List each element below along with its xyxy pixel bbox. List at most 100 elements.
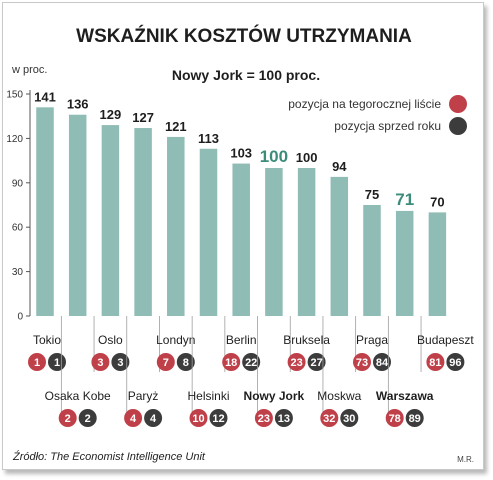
rank-previous-label: 12	[212, 413, 224, 425]
rank-previous-badge	[176, 353, 195, 371]
rank-current-label: 18	[225, 357, 237, 369]
y-tick-label: 0	[17, 312, 23, 323]
rank-previous-badge	[242, 353, 261, 371]
chart-title: WSKAŹNIK KOSZTÓW UTRZYMANIA	[76, 25, 412, 47]
rank-current-label: 7	[163, 357, 169, 369]
value-label: 103	[230, 146, 252, 161]
rank-current-badge	[58, 409, 77, 427]
rank-current-label: 2	[65, 413, 71, 425]
bars: 141 136 129 127 121 113 103 100 100 94 75 71 70	[34, 89, 447, 316]
category-label: Warszawa	[376, 389, 434, 403]
legend-marker-previous	[449, 117, 467, 135]
rank-current-label: 10	[192, 413, 204, 425]
rank-previous-badge	[111, 353, 130, 371]
rank-previous-label: 96	[449, 357, 461, 369]
category-label: Budapeszt	[417, 333, 474, 347]
category-label: Berlin	[226, 333, 257, 347]
category-label: Londyn	[156, 333, 195, 347]
rank-previous-label: 1	[54, 357, 60, 369]
rank-previous-label: 13	[278, 413, 290, 425]
rank-current-badge	[28, 353, 46, 371]
value-label: 127	[132, 110, 154, 125]
value-label: 100	[296, 150, 318, 165]
source-note: Źródło: The Economist Intelligence Unit	[12, 450, 206, 463]
rank-current-badge	[124, 409, 143, 427]
y-axis: 0 30 60 90 120 150	[6, 90, 31, 323]
y-tick-label: 120	[6, 134, 23, 145]
rank-previous-label: 8	[183, 357, 189, 369]
value-label: 75	[365, 187, 379, 202]
category-label: Paryż	[128, 389, 159, 403]
category-label: Bruksela	[283, 333, 330, 347]
value-label: 136	[67, 97, 89, 112]
category-label: Helsinki	[187, 389, 229, 403]
rank-current-label: 32	[323, 413, 335, 425]
rank-current-label: 4	[130, 413, 137, 425]
category-label: Moskwa	[317, 389, 361, 403]
bar	[363, 205, 381, 316]
value-label: 70	[430, 194, 444, 209]
bar	[330, 176, 349, 316]
category-label: Oslo	[98, 333, 123, 347]
rank-current-label: 81	[429, 357, 441, 369]
bar	[232, 163, 250, 316]
rank-current-badge	[189, 409, 208, 427]
y-tick-label: 30	[12, 267, 24, 278]
bar	[297, 168, 316, 316]
rank-previous-label: 89	[409, 413, 421, 425]
rank-current-label: 73	[356, 357, 368, 369]
value-label: 71	[395, 190, 414, 209]
chart-subtitle: Nowy Jork = 100 proc.	[172, 67, 320, 83]
rank-previous-label: 2	[85, 413, 91, 425]
rank-current-badge	[426, 353, 445, 371]
legend-label-previous: pozycja sprzed roku	[334, 119, 441, 133]
rank-current-label: 1	[34, 357, 40, 369]
rank-previous-label: 3	[117, 357, 123, 369]
bar	[265, 168, 283, 316]
legend-label-current: pozycja na tegorocznej liście	[288, 97, 441, 111]
value-label: 113	[198, 131, 219, 146]
rank-previous-badge	[144, 409, 163, 427]
rank-current-badge	[287, 353, 306, 371]
bar	[395, 210, 414, 316]
value-label: 129	[100, 107, 122, 122]
y-tick-label: 60	[12, 223, 24, 234]
rank-previous-badge	[373, 353, 391, 371]
value-label: 141	[34, 89, 56, 104]
rank-previous-label: 22	[245, 357, 257, 369]
rank-previous-badge	[307, 353, 326, 371]
rank-previous-badge	[209, 409, 228, 427]
rank-previous-badge	[274, 409, 293, 427]
rank-previous-badge	[405, 409, 424, 427]
rank-current-label: 78	[389, 413, 401, 425]
rank-previous-label: 84	[376, 357, 389, 369]
rank-current-label: 23	[258, 413, 270, 425]
legend: pozycja na tegorocznej liście pozycja sp…	[288, 95, 467, 135]
bar	[134, 128, 152, 316]
rank-current-badge	[156, 353, 175, 371]
value-label: 100	[260, 147, 288, 166]
rank-previous-badge	[78, 409, 97, 427]
author-credit: M.R.	[457, 455, 474, 464]
category-label: Tokio	[33, 333, 61, 347]
rank-current-badge	[353, 353, 371, 371]
y-axis-label: w proc.	[11, 64, 47, 76]
category-label: Praga	[356, 333, 388, 347]
rank-current-badge	[385, 409, 404, 427]
rank-current-label: 3	[97, 357, 103, 369]
bar	[199, 148, 218, 316]
rank-previous-label: 27	[310, 357, 322, 369]
rank-current-badge	[91, 353, 110, 371]
value-label: 94	[332, 159, 347, 174]
legend-marker-current	[449, 95, 467, 113]
bar	[101, 125, 120, 316]
bar	[428, 212, 447, 316]
category-label: Osaka Kobe	[45, 389, 111, 403]
rank-previous-badge	[446, 353, 465, 371]
rank-previous-label: 30	[343, 413, 355, 425]
y-tick-label: 90	[12, 178, 24, 189]
bar	[36, 107, 54, 316]
bar	[167, 136, 185, 316]
